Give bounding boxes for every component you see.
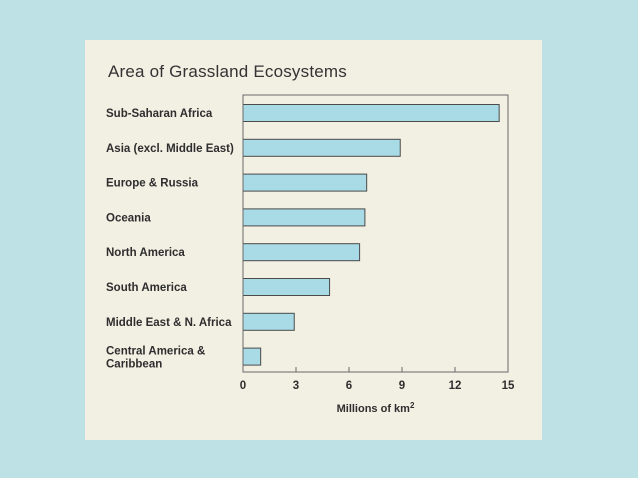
chart-title: Area of Grassland Ecosystems — [108, 62, 347, 81]
x-axis-label-superscript: 2 — [410, 401, 415, 410]
bar-chart: Sub-Saharan Africa Asia (excl. Middle Eas… — [106, 94, 515, 415]
bar — [242, 173, 368, 192]
x-tick-label: 15 — [502, 380, 515, 392]
category-label: Central America & Caribbean — [106, 346, 205, 371]
x-tick-label: 3 — [293, 380, 299, 392]
category-label: Europe & Russia — [106, 178, 199, 190]
bar — [242, 208, 366, 227]
bar — [242, 138, 401, 157]
category-label: Asia (excl. Middle East) — [106, 143, 234, 155]
bar — [242, 104, 500, 122]
category-label: Middle East & N. Africa — [106, 317, 232, 329]
bar — [242, 347, 262, 366]
bar — [242, 243, 361, 262]
chart-card: Area of Grassland Ecosystems Sub-Saharan… — [85, 40, 542, 440]
bar — [242, 278, 331, 296]
x-axis-label-text: Millions of km — [337, 403, 411, 415]
x-tick-label: 12 — [449, 380, 462, 392]
bar — [242, 312, 295, 331]
category-label: South America — [106, 282, 187, 294]
category-label: Sub-Saharan Africa — [106, 108, 213, 120]
x-tick-label: 6 — [346, 380, 352, 392]
x-tick-label: 9 — [399, 380, 405, 392]
category-label: Oceania — [106, 212, 151, 224]
category-label: North America — [106, 247, 185, 259]
x-axis-label: Millions of km2 — [337, 401, 415, 415]
plot-frame — [242, 94, 509, 373]
x-tick-label: 0 — [240, 380, 246, 392]
